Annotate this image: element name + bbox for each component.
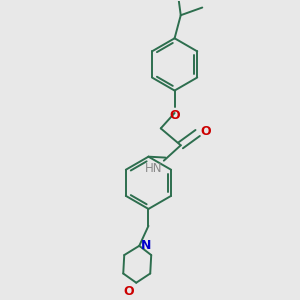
Text: O: O xyxy=(169,109,180,122)
Text: O: O xyxy=(123,285,134,298)
Text: HN: HN xyxy=(145,162,162,175)
Text: N: N xyxy=(141,239,151,252)
Text: O: O xyxy=(201,125,212,138)
